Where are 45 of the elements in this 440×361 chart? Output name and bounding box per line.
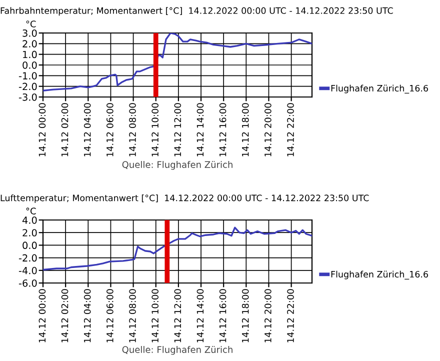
x-tick-label: 14.12 08:00 bbox=[129, 289, 136, 342]
x-tick-label: 14.12 16:00 bbox=[219, 103, 226, 156]
x-tick-label: 14.12 16:00 bbox=[219, 289, 226, 342]
y-tick-label: -2.0 bbox=[18, 82, 37, 90]
source-note: Quelle: Flughafen Zürich bbox=[122, 161, 232, 170]
y-tick-label: 1.0 bbox=[23, 50, 37, 58]
chart-title: Fahrbahntemperatur; Momentanwert [°C] 14.12.2022 00:00 UTC - 14.12.2022 23:50 UTC bbox=[0, 7, 393, 16]
x-tick-label: 14.12 04:00 bbox=[84, 103, 91, 156]
x-tick-label: 14.12 02:00 bbox=[61, 103, 68, 156]
x-tick-label: 14.12 18:00 bbox=[242, 289, 249, 342]
x-tick-label: 14.12 00:00 bbox=[38, 289, 46, 342]
y-tick-label: 4.0 bbox=[22, 216, 37, 224]
x-tick-label: 14.12 10:00 bbox=[152, 103, 158, 156]
y-axis-title: °C bbox=[26, 208, 36, 214]
y-tick-label: 0.0 bbox=[22, 61, 37, 69]
x-tick-label: 14.12 22:00 bbox=[287, 289, 294, 342]
y-tick-label: 2.0 bbox=[22, 40, 37, 48]
x-tick-label: 14.12 06:00 bbox=[106, 103, 114, 156]
y-axis-title: °C bbox=[26, 20, 36, 28]
x-tick-label: 14.12 06:00 bbox=[106, 289, 114, 342]
x-tick-label: 14.12 14:00 bbox=[196, 289, 204, 342]
y-tick-label: -1.0 bbox=[18, 72, 37, 80]
x-tick-label: 14.12 12:00 bbox=[174, 289, 182, 342]
y-tick-label: -4.0 bbox=[18, 266, 37, 274]
x-tick-label: 14.12 22:00 bbox=[287, 103, 294, 156]
x-tick-label: 14.12 20:00 bbox=[264, 289, 272, 342]
y-tick-label: -3.0 bbox=[18, 93, 37, 101]
y-tick-label: 0.0 bbox=[22, 242, 37, 250]
source-note: Quelle: Flughafen Zürich bbox=[122, 346, 232, 355]
legend-label: Flughafen Zürich_16.6 bbox=[331, 84, 428, 94]
x-tick-label: 14.12 14:00 bbox=[196, 103, 204, 156]
x-tick-label: 14.12 18:00 bbox=[242, 103, 249, 156]
x-tick-label: 14.12 10:00 bbox=[152, 289, 158, 342]
y-tick-label: -2.0 bbox=[18, 254, 37, 262]
y-tick-label: 2.0 bbox=[22, 229, 37, 236]
chart-title: Lufttemperatur; Momentanwert [°C] 14.12.2022 00:00 UTC - 14.12.2022 23:50 UTC bbox=[0, 194, 369, 203]
x-tick-label: 14.12 08:00 bbox=[129, 103, 136, 156]
x-tick-label: 14.12 00:00 bbox=[38, 103, 46, 156]
x-tick-label: 14.12 12:00 bbox=[174, 103, 182, 156]
y-tick-label: 3.0 bbox=[22, 29, 37, 37]
x-tick-label: 14.12 04:00 bbox=[84, 289, 91, 342]
x-tick-label: 14.12 02:00 bbox=[61, 289, 68, 342]
x-tick-label: 14.12 20:00 bbox=[264, 103, 272, 156]
legend-label: Flughafen Zürich_16.6 bbox=[331, 270, 428, 280]
y-tick-label: -6.0 bbox=[18, 279, 37, 287]
